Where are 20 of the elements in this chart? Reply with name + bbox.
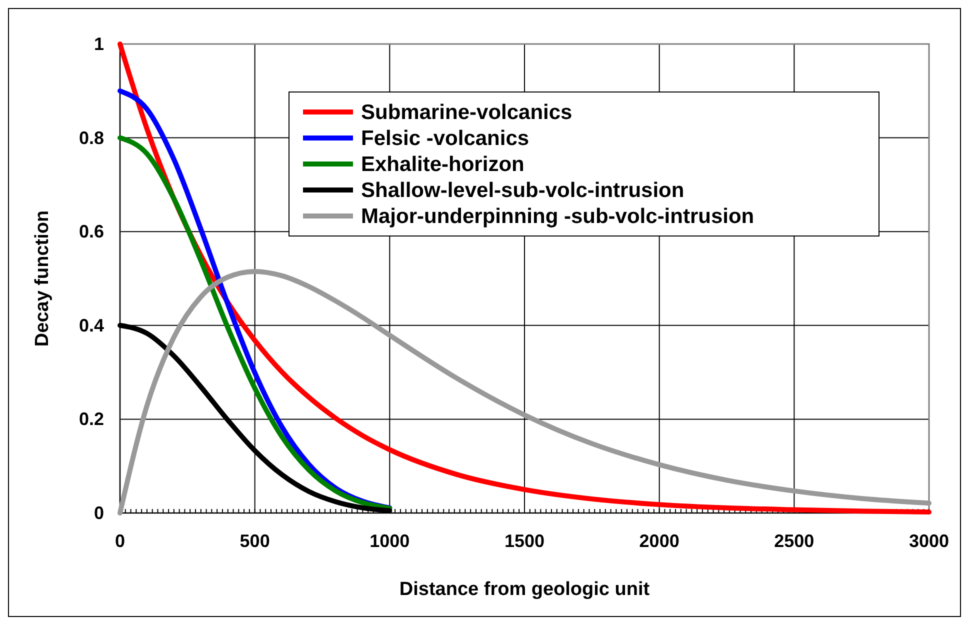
x-tick-label: 2000 xyxy=(639,531,680,551)
y-tick-label: 0.4 xyxy=(78,315,104,336)
legend-label: Submarine-volcanics xyxy=(361,101,572,124)
x-tick-label: 2500 xyxy=(774,531,814,551)
y-tick-label: 0.8 xyxy=(78,128,104,148)
x-tick-label: 3000 xyxy=(908,531,950,551)
y-tick-label: 0.6 xyxy=(78,222,104,242)
legend-label: Exhalite-horizon xyxy=(361,153,524,176)
x-tick-label: 1000 xyxy=(370,531,410,551)
x-tick-label: 1500 xyxy=(504,531,545,551)
x-tick-label: 500 xyxy=(240,531,270,551)
y-tick-label: 0.2 xyxy=(78,409,104,430)
x-axis-title: Distance from geologic unit xyxy=(399,579,650,600)
legend-label: Major-underpinning -sub-volc-intrusion xyxy=(361,205,754,228)
legend-label: Shallow-level-sub-volc-intrusion xyxy=(361,179,684,202)
y-tick-label: 0 xyxy=(94,503,104,523)
x-tick-label: 0 xyxy=(114,531,126,551)
y-tick-label: 1 xyxy=(94,34,104,54)
legend-label: Felsic -volcanics xyxy=(361,127,530,150)
y-axis-title: Decay function xyxy=(32,210,53,347)
